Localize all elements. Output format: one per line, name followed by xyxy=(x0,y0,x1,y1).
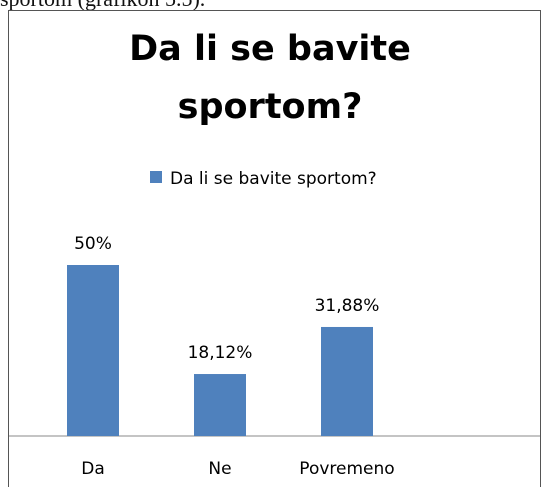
data-label: 18,12% xyxy=(188,343,253,363)
data-label: 31,88% xyxy=(315,296,380,316)
x-tick-label: Povremeno xyxy=(299,459,394,479)
x-tick-label: Ne xyxy=(208,459,231,479)
bar xyxy=(67,265,119,436)
bar xyxy=(194,374,246,436)
x-tick-label: Da xyxy=(81,459,105,479)
chart-border xyxy=(8,10,541,487)
bar xyxy=(321,326,373,436)
legend-label: Da li se bavite sportom? xyxy=(170,169,377,189)
data-label: 50% xyxy=(74,234,112,254)
chart-title: Da li se bavite sportom? xyxy=(129,29,411,127)
page-text: sportom (grafikon 5.5). xyxy=(0,0,205,12)
legend-swatch xyxy=(150,171,162,183)
